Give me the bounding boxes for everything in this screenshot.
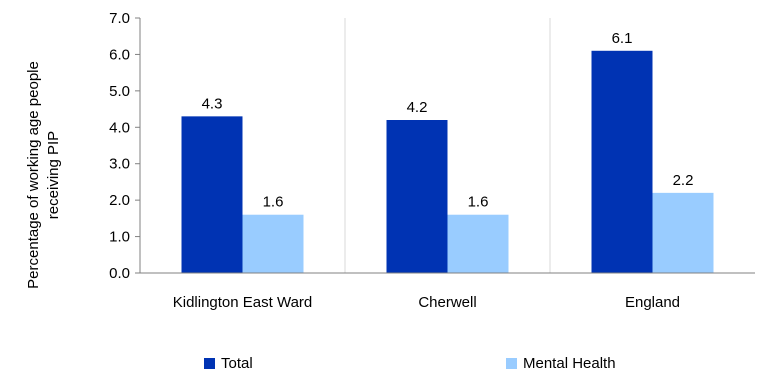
axis-layer (135, 17, 755, 274)
legend-swatch (506, 358, 517, 369)
y-tick-label: 1.0 (109, 229, 130, 246)
legend-label: Mental Health (523, 355, 616, 372)
y-tick-label: 7.0 (109, 10, 130, 27)
data-label: 1.6 (468, 194, 489, 211)
y-tick-label: 3.0 (109, 156, 130, 173)
bar-mental-health (652, 192, 714, 273)
bar-total (181, 116, 243, 273)
bar-total (591, 50, 653, 274)
grid-layer (344, 18, 551, 273)
y-axis-title-line-2: receiving PIP (45, 131, 62, 219)
data-label: 4.3 (202, 95, 223, 112)
labels-layer: 0.0 1.0 2.0 3.0 4.0 5.0 6.0 7.0 4.3 1.6 Kidlington… (109, 10, 693, 311)
y-tick-label: 2.0 (109, 192, 130, 209)
bar-mental-health (242, 214, 304, 273)
data-label: 4.2 (407, 99, 428, 116)
legend: Total Mental Health (204, 355, 616, 372)
bars-layer (181, 50, 714, 274)
y-tick-label: 4.0 (109, 119, 130, 136)
bar-total (386, 120, 448, 273)
y-tick-label: 6.0 (109, 46, 130, 63)
x-category-label: Cherwell (418, 294, 476, 311)
y-axis-title-line-1: Percentage of working age people (25, 61, 42, 289)
bar-mental-health (447, 214, 509, 273)
data-label: 1.6 (263, 194, 284, 211)
data-label: 2.2 (673, 172, 694, 189)
y-tick-label: 0.0 (109, 265, 130, 282)
x-category-label: England (625, 294, 680, 311)
data-label: 6.1 (612, 30, 633, 47)
y-tick-label: 5.0 (109, 83, 130, 100)
legend-label: Total (221, 355, 253, 372)
x-category-label: Kidlington East Ward (173, 294, 313, 311)
legend-swatch (204, 358, 215, 369)
